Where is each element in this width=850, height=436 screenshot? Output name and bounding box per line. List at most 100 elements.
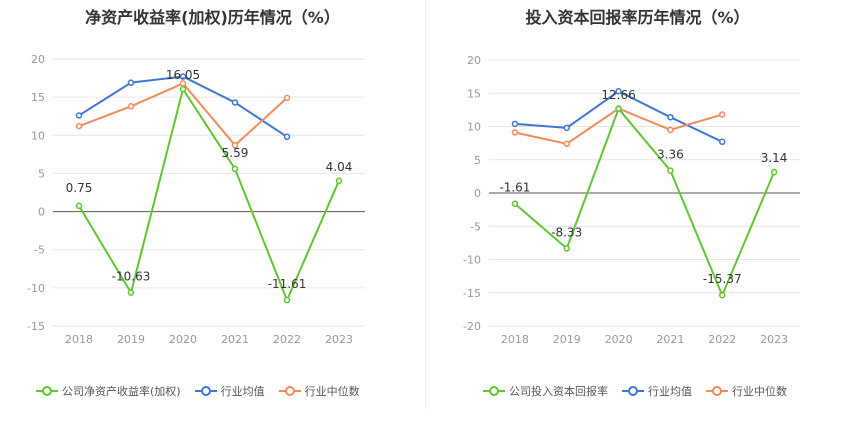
chart-title: 净资产收益率(加权)历年情况（%） [85, 8, 340, 27]
data-label: 4.04 [326, 160, 353, 174]
data-point [283, 94, 291, 102]
legend-item[interactable]: 行业均值 [622, 383, 692, 399]
roe-line-chart: -15 -10 -5 0 5 10 15 20 2018 2019 2020 2021 2022 2023… [27, 53, 365, 346]
data-label: -10.63 [112, 270, 151, 284]
y-tick-label: 0 [38, 206, 45, 219]
data-point [75, 202, 83, 210]
legend-marker [712, 386, 722, 396]
legend-line-marker-icon [483, 386, 505, 396]
data-label: 3.14 [761, 151, 788, 165]
data-point [231, 165, 239, 173]
legend-item[interactable]: 行业均值 [194, 383, 265, 399]
legend-item[interactable]: 行业中位数 [706, 383, 787, 399]
y-tick-label: 15 [31, 91, 45, 104]
y-tick-label: -15 [463, 287, 481, 300]
roic-chart-panel: 投入资本回报率历年情况（%） -20 -15 -10 -5 0 5 10 15 20 2018 20… [425, 0, 850, 436]
data-point [615, 105, 622, 113]
legend-label: 行业均值 [648, 385, 692, 398]
series-line [514, 107, 776, 297]
y-tick-label: -5 [34, 244, 45, 257]
data-label: 0.75 [66, 181, 93, 195]
x-tick-label: 2021 [221, 333, 249, 346]
data-point [179, 73, 187, 80]
x-tick-label: 2019 [553, 333, 581, 346]
y-tick-label: 20 [31, 53, 45, 66]
data-point [335, 177, 343, 185]
data-label: -11.61 [268, 277, 307, 291]
x-tick-label: 2020 [605, 333, 633, 346]
x-tick-label: 2023 [760, 333, 788, 346]
data-point [770, 168, 778, 176]
legend-label: 公司投入资本回报率 [509, 385, 608, 398]
legend-marker [489, 386, 499, 396]
chart-legend: 公司投入资本回报率 行业均值 行业中位数 [483, 381, 801, 401]
data-label: 5.59 [222, 146, 249, 160]
x-tick-label: 2020 [169, 333, 197, 346]
data-point [719, 111, 726, 118]
legend-line-marker-icon [36, 386, 58, 396]
y-tick-label: 5 [474, 154, 481, 167]
data-point [719, 138, 726, 146]
y-tick-label: 10 [31, 129, 45, 142]
data-point [511, 129, 519, 136]
x-tick-label: 2021 [656, 333, 684, 346]
legend-line-marker-icon [194, 386, 217, 396]
data-point [127, 289, 135, 296]
legend-item[interactable]: 公司净资产收益率(加权) [36, 383, 181, 399]
legend-marker [284, 386, 295, 396]
data-label: -15.37 [703, 272, 742, 286]
data-point [719, 291, 726, 299]
y-tick-label: -5 [470, 220, 481, 233]
data-point [563, 140, 570, 148]
y-tick-label: -10 [463, 254, 481, 267]
data-point [511, 200, 519, 207]
series-line [78, 88, 340, 302]
x-tick-label: 2022 [708, 333, 736, 346]
legend-line-marker-icon [278, 386, 301, 396]
roe-chart-panel: 净资产收益率(加权)历年情况（%） -15 -10 -5 0 5 10 15 20 2018 20… [27, 8, 374, 401]
data-point [511, 120, 519, 128]
roic-line-chart: -20 -15 -10 -5 0 5 10 15 20 2018 2019 2020 2021 2022 2… [463, 54, 800, 346]
panel-divider [425, 0, 426, 410]
data-point [231, 99, 239, 106]
y-tick-label: -15 [27, 320, 45, 333]
legend-label: 公司净资产收益率(加权) [62, 385, 181, 398]
legend-marker [628, 386, 638, 396]
data-label: -1.61 [499, 181, 530, 195]
chart-legend: 公司净资产收益率(加权) 行业均值 行业中位数 [36, 381, 374, 401]
data-point [615, 88, 622, 95]
legend-line-marker-icon [706, 386, 728, 396]
x-tick-label: 2019 [117, 333, 145, 346]
data-label: -8.33 [551, 225, 582, 239]
legend-label: 行业均值 [220, 385, 265, 398]
x-tick-label: 2018 [501, 333, 529, 346]
legend-label: 行业中位数 [732, 385, 787, 398]
data-point [75, 112, 83, 119]
y-tick-label: 0 [474, 187, 481, 200]
y-tick-label: -20 [463, 320, 481, 333]
data-label: 12.66 [601, 88, 635, 102]
y-tick-label: 5 [38, 167, 45, 180]
legend-item[interactable]: 行业中位数 [278, 383, 360, 399]
x-tick-label: 2023 [325, 333, 353, 346]
legend-marker [200, 386, 211, 396]
legend-line-marker-icon [622, 386, 644, 396]
data-point [127, 79, 135, 86]
data-point [75, 122, 83, 130]
data-point [179, 85, 187, 93]
legend-marker [42, 386, 52, 396]
data-point [127, 103, 135, 110]
data-label: 3.36 [657, 148, 684, 162]
data-point [667, 113, 674, 121]
data-point [667, 167, 674, 174]
x-tick-label: 2022 [273, 333, 301, 346]
legend-item[interactable]: 公司投入资本回报率 [483, 383, 608, 399]
data-point [283, 133, 291, 141]
data-point [563, 245, 570, 252]
data-point [563, 124, 570, 132]
data-point [231, 141, 239, 149]
y-tick-label: 10 [467, 121, 481, 134]
x-tick-label: 2018 [65, 333, 93, 346]
data-point [667, 126, 674, 134]
legend-label: 行业中位数 [304, 385, 360, 398]
